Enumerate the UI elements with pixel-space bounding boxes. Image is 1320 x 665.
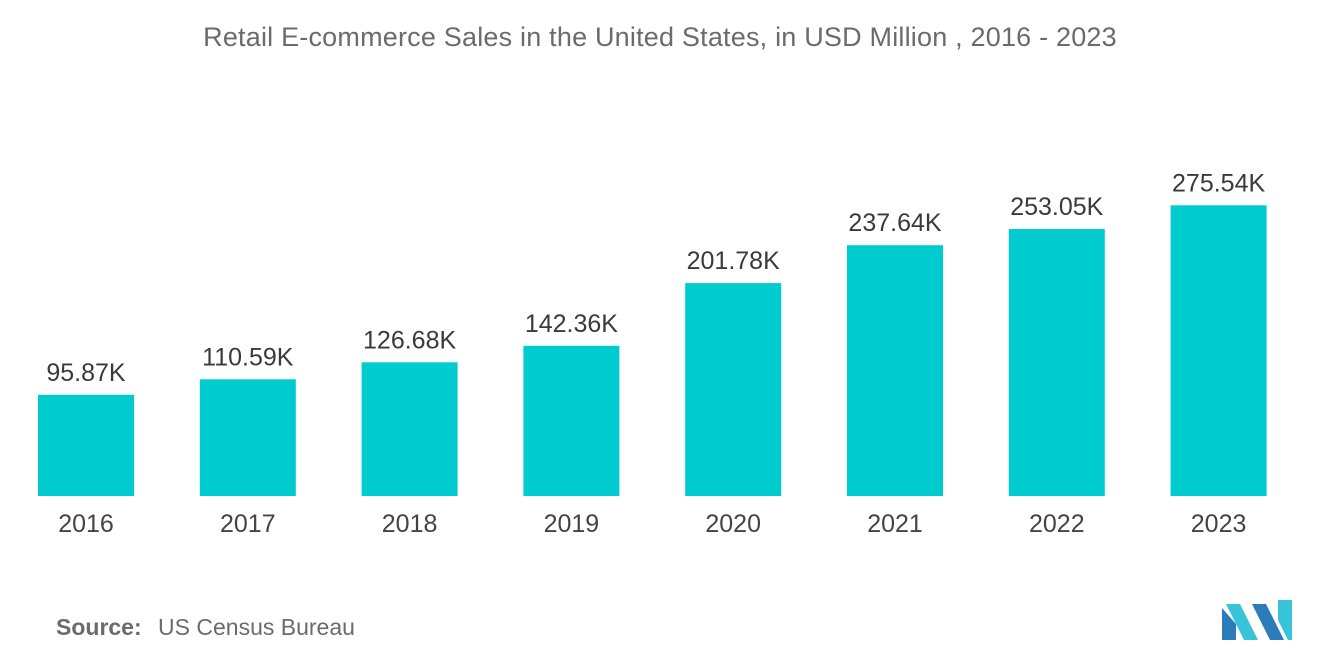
bar-2016 [38, 394, 134, 496]
x-tick-label-2020: 2020 [705, 510, 761, 538]
source-label: Source: [56, 614, 142, 640]
data-label-2022: 253.05K [1010, 193, 1103, 221]
data-label-2017: 110.59K [202, 343, 294, 371]
data-label-2016: 95.87K [46, 359, 126, 387]
x-tick-label-2018: 2018 [382, 510, 438, 538]
data-label-2019: 142.36K [525, 310, 618, 338]
chart-title: Retail E-commerce Sales in the United St… [203, 22, 1117, 52]
x-tick-label-2021: 2021 [867, 510, 923, 538]
bar-2021 [847, 245, 943, 496]
x-tick-label-2019: 2019 [544, 510, 600, 538]
bar-2023 [1170, 205, 1267, 497]
x-tick-label-2023: 2023 [1191, 510, 1247, 538]
x-tick-label-2016: 2016 [58, 510, 114, 538]
logo-shape-middle-right [1252, 604, 1284, 640]
bar-2019 [523, 345, 620, 496]
bar-2022 [1008, 229, 1105, 496]
source-note: Source: US Census Bureau [56, 614, 355, 641]
data-label-2018: 126.68K [363, 326, 456, 354]
logo-shape-middle-left [1226, 604, 1258, 640]
logo-shape-left [1222, 608, 1236, 640]
x-tick-label-2022: 2022 [1029, 510, 1085, 538]
bar-2017 [199, 379, 296, 496]
bar-2020 [685, 283, 782, 496]
bar-chart: 95.87K 2016 110.59K 2017 126.68K 2018 142.36K 2… [38, 169, 1267, 538]
data-label-2021: 237.64K [848, 209, 941, 237]
mordor-intelligence-logo-icon [1222, 600, 1292, 640]
x-tick-label-2017: 2017 [220, 510, 276, 538]
data-label-2020: 201.78K [687, 247, 780, 275]
bar-2018 [361, 362, 458, 496]
source-text: US Census Bureau [158, 614, 355, 640]
data-label-2023: 275.54K [1172, 169, 1265, 197]
logo-shape-right [1278, 600, 1292, 640]
